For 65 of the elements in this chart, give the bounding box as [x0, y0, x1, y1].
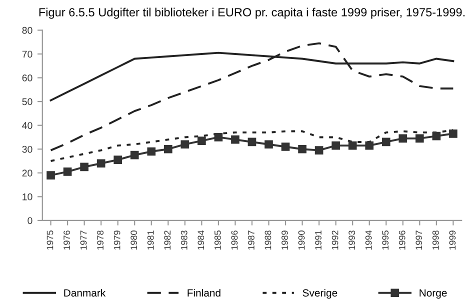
y-tick-label: 80: [22, 26, 32, 34]
point: [63, 168, 72, 176]
x-tick-label: 1989: [282, 230, 288, 250]
legend-label: Danmark: [64, 288, 106, 297]
y-tick-label: 0: [28, 217, 32, 224]
y-tick-label: 50: [22, 98, 32, 106]
point: [348, 141, 357, 150]
legend-label: Finland: [188, 288, 220, 297]
point: [298, 144, 306, 154]
x-tick-label: 1980: [130, 230, 138, 250]
point: [365, 141, 374, 150]
x-tick-label: 1991: [315, 230, 322, 250]
legend-label: Norge: [420, 289, 447, 299]
x-tick-label: 1986: [231, 230, 238, 250]
x-tick-label: 1992: [332, 230, 338, 250]
x-tick-label: 1999: [449, 230, 456, 250]
point: [80, 162, 88, 172]
x-tick-label: 1975: [46, 230, 54, 250]
x-tick-label: 1976: [64, 230, 70, 250]
point: [231, 135, 240, 144]
x-tick-label: 1990: [298, 230, 305, 250]
y-tick-label: 10: [22, 193, 32, 200]
x-tick-label: 1982: [164, 230, 171, 250]
chart-title: Figur 6.5.5 Udgifter til biblioteker i EURO pr. capita i faste 1999 priser, 1975-1999.: [39, 8, 465, 19]
x-tick-label: 1998: [432, 230, 439, 250]
point: [415, 134, 424, 143]
x-tick-label: 1985: [214, 230, 221, 250]
line-series: [50, 42, 454, 152]
x-tick-label: 1993: [348, 230, 356, 250]
point: [332, 141, 340, 150]
y-tick-label: 30: [22, 146, 32, 153]
y-tick-label: 40: [22, 122, 32, 129]
point: [96, 159, 106, 168]
x-tick-label: 1983: [180, 230, 188, 250]
x-tick-label: 1995: [382, 230, 389, 250]
x-tick-label: 1977: [80, 230, 87, 250]
point: [198, 136, 206, 145]
legend-label: Sverige: [302, 288, 338, 299]
x-tick-label: 1994: [365, 230, 372, 250]
point: [314, 146, 324, 154]
point: [164, 144, 172, 154]
point: [382, 138, 390, 146]
x-tick-label: 1979: [114, 230, 120, 250]
x-tick-label: 1997: [416, 230, 422, 250]
point: [46, 171, 55, 180]
point: [432, 132, 441, 140]
point: [449, 129, 458, 138]
y-tick-label: 20: [22, 170, 32, 177]
point: [398, 134, 408, 143]
x-tick-label: 1978: [97, 230, 104, 250]
point: [214, 133, 223, 142]
point: [114, 156, 122, 164]
point: [281, 142, 290, 151]
point: [180, 140, 190, 149]
x-tick-label: 1987: [248, 230, 254, 250]
y-tick-label: 60: [22, 74, 32, 82]
point: [248, 138, 256, 146]
x-tick-label: 1981: [147, 230, 154, 250]
point: [130, 150, 139, 160]
point: [147, 147, 156, 156]
point: [264, 140, 273, 149]
y-tick-label: 70: [22, 50, 32, 58]
x-tick-label: 1984: [198, 230, 204, 250]
x-tick-label: 1988: [264, 230, 272, 250]
x-tick-label: 1996: [398, 230, 406, 250]
